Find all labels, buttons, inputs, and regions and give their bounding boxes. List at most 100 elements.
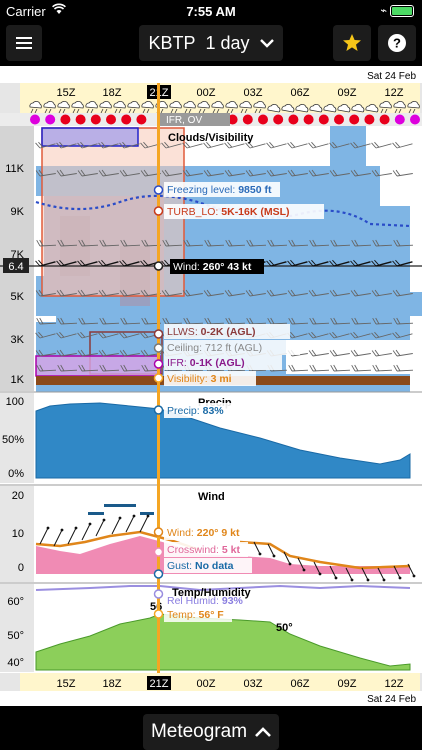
wind-barb	[204, 239, 225, 247]
wind-barb	[350, 331, 371, 339]
svg-text:Rel Humid: 93%: Rel Humid: 93%	[167, 595, 244, 607]
wind-barb	[350, 259, 371, 267]
wind-barb	[330, 317, 351, 325]
cloud-icon	[337, 103, 351, 113]
menu-button[interactable]	[6, 25, 42, 61]
ifr-readout: IFR: 0-1K (AGL)	[164, 355, 282, 370]
flight-category-row: IFR, OV	[0, 113, 422, 126]
charging-icon: ⌁	[380, 5, 387, 17]
wind-barb	[371, 289, 392, 297]
flight-category-dot	[318, 114, 329, 125]
wind-barb	[392, 331, 413, 339]
rain-cloud-icon	[113, 100, 126, 109]
wind-barb	[35, 349, 56, 357]
wind-barb	[77, 349, 98, 357]
wind-barb	[225, 239, 246, 247]
wind-arrow	[111, 517, 121, 535]
wind-barb	[308, 289, 329, 297]
temperature-readout: Temp: 56° F	[164, 607, 232, 622]
wind-barb	[36, 364, 57, 372]
meteogram-toggle-button[interactable]: Meteogram	[143, 714, 279, 750]
wind-barb	[98, 259, 119, 267]
wind-arrow	[329, 565, 337, 579]
bottom-bar: Meteogram	[0, 706, 422, 750]
wind-barbs	[35, 141, 414, 372]
precip-area	[35, 402, 411, 479]
wind-barb	[99, 239, 120, 247]
visibility-readout: Visibility: 3 mi	[164, 371, 256, 386]
flight-category-dot	[258, 114, 268, 125]
wind-barb	[308, 141, 329, 149]
wind-barb	[308, 259, 329, 267]
date-label-bottom: Sat 24 Feb	[367, 694, 416, 705]
wind-barb	[120, 364, 141, 372]
battery-icon	[390, 5, 414, 17]
wind-barb	[98, 289, 119, 297]
gust-bars	[88, 504, 154, 515]
rain-cloud-icon	[57, 100, 70, 109]
hour-label: 15Z	[57, 87, 76, 99]
wind-barb	[308, 331, 329, 339]
wind-arrow	[67, 527, 77, 545]
svg-text:Gust: No data: Gust: No data	[167, 560, 234, 572]
wind-barb	[77, 141, 98, 149]
hour-label: 12Z	[385, 678, 404, 690]
weather-icons-row	[29, 100, 420, 114]
wind-barb	[393, 239, 414, 247]
rain-cloud-icon	[379, 100, 392, 109]
rain-cloud-icon	[225, 100, 238, 109]
wind-barb	[246, 239, 267, 247]
ceiling-readout: Ceiling: 712 ft (AGL)	[164, 340, 300, 355]
wind-arrow	[345, 567, 353, 581]
hour-label: 18Z	[103, 87, 122, 99]
station-selector[interactable]: KBTP 1 day	[139, 25, 283, 61]
favorite-button[interactable]	[333, 25, 371, 61]
wind-barb	[308, 169, 329, 177]
rain-cloud-icon	[197, 100, 210, 109]
rain-cloud-icon	[71, 100, 84, 109]
wind-barb	[350, 169, 371, 177]
flight-category-dot	[364, 114, 375, 125]
wind-barb	[329, 349, 350, 357]
svg-text:Visibility: 3 mi: Visibility: 3 mi	[167, 373, 232, 385]
wind-barb	[225, 317, 246, 325]
wind-barb	[204, 317, 225, 325]
meteogram[interactable]: Sat 24 Feb 15Z 18Z 21Z 00Z 03Z 06Z 09Z 12Z IFR,…	[0, 66, 422, 706]
wind-barb	[119, 141, 140, 149]
wind-barb	[266, 259, 287, 267]
wind-barb	[392, 169, 413, 177]
wind-barb	[162, 239, 183, 247]
precip-y-0: 0%	[8, 468, 24, 480]
wind-barb	[77, 289, 98, 297]
crosswind-readout: Crosswind: 5 kt	[164, 542, 248, 557]
wind-arrow	[95, 519, 105, 537]
wind-barb	[56, 289, 77, 297]
wind-barb	[350, 289, 371, 297]
flight-category-dot	[121, 114, 132, 125]
rain-cloud-icon	[127, 100, 140, 109]
hour-label: 00Z	[197, 87, 216, 99]
hour-label: 03Z	[244, 678, 263, 690]
help-icon: ?	[388, 34, 406, 52]
rain-cloud-icon	[211, 100, 224, 109]
station-id: KBTP	[148, 32, 196, 53]
help-button[interactable]: ?	[378, 25, 416, 61]
svg-text:IFR: 0-1K (AGL): IFR: 0-1K (AGL)	[167, 357, 245, 369]
hour-label: 21Z	[150, 678, 169, 690]
svg-text:?: ?	[393, 36, 401, 51]
rain-cloud-icon	[239, 100, 252, 109]
wind-barb	[372, 239, 393, 247]
flight-category-dot	[30, 114, 40, 125]
wind-barb	[288, 364, 309, 372]
wind-barb	[224, 289, 245, 297]
wind-barb	[245, 169, 266, 177]
wind-arrow	[313, 561, 321, 575]
wind-barb	[35, 259, 56, 267]
flight-category-dot	[349, 114, 360, 125]
flight-category-dot	[136, 114, 147, 125]
wind-arrow	[139, 515, 149, 533]
clock: 7:55 AM	[186, 4, 236, 19]
wind-barb	[203, 169, 224, 177]
wind-barb	[288, 239, 309, 247]
flight-category-dot	[60, 114, 71, 125]
